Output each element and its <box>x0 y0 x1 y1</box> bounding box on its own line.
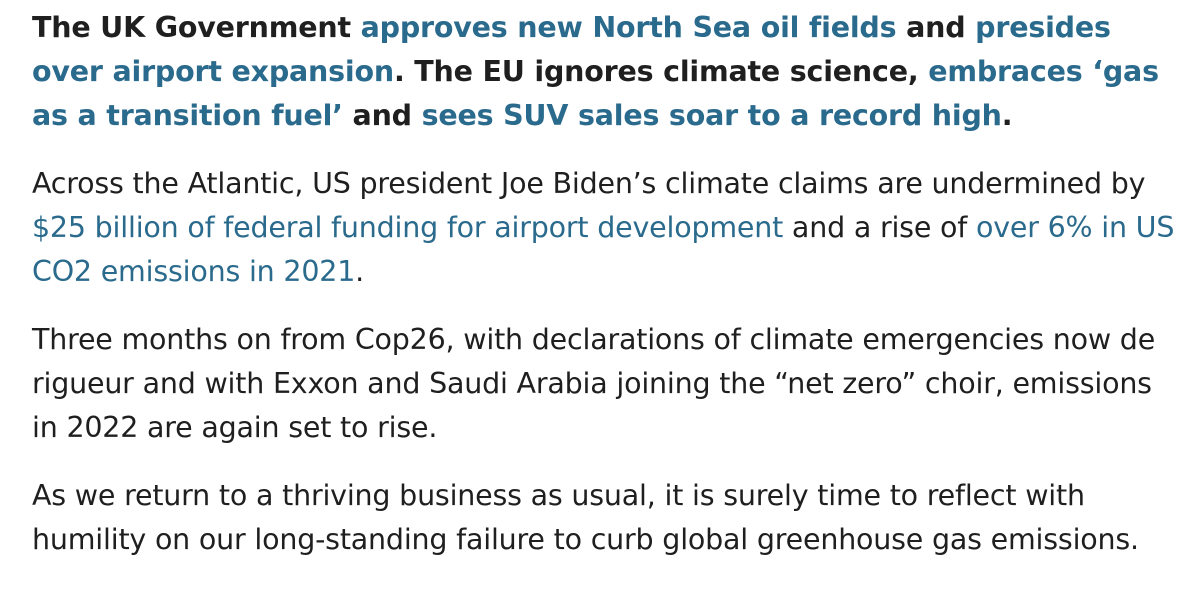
article-body: The UK Government approves new North Sea… <box>32 6 1182 586</box>
text-segment: . <box>355 255 364 288</box>
text-segment: and <box>896 11 976 44</box>
text-segment: Three months on from Cop26, with declara… <box>32 323 1156 444</box>
text-segment: The UK Government <box>32 11 361 44</box>
paragraph-2: Across the Atlantic, US president Joe Bi… <box>32 162 1182 294</box>
link-airport-expansion[interactable]: presides over airport expansion <box>32 11 1111 88</box>
paragraph-3: Three months on from Cop26, with declara… <box>32 318 1182 450</box>
text-segment: As we return to a thriving business as u… <box>32 479 1139 556</box>
link-gas-transition-fuel[interactable]: embraces ‘gas as a transition fuel’ <box>32 55 1159 132</box>
text-segment: and <box>342 99 422 132</box>
link-suv-sales[interactable]: sees SUV sales soar to a record high <box>421 99 1002 132</box>
text-segment: . The EU ignores climate science, <box>393 55 929 88</box>
link-north-sea-oil-fields[interactable]: approves new North Sea oil fields <box>360 11 897 44</box>
paragraph-1: The UK Government approves new North Sea… <box>32 6 1182 138</box>
paragraph-4: As we return to a thriving business as u… <box>32 474 1182 562</box>
text-segment: Across the Atlantic, US president Joe Bi… <box>32 167 1146 200</box>
text-segment: . <box>1001 99 1013 132</box>
link-us-co2-emissions[interactable]: over 6% in US CO2 emissions in 2021 <box>32 211 1175 288</box>
text-segment: and a rise of <box>783 211 976 244</box>
link-federal-airport-funding[interactable]: $25 billion of federal funding for airpo… <box>32 211 784 244</box>
